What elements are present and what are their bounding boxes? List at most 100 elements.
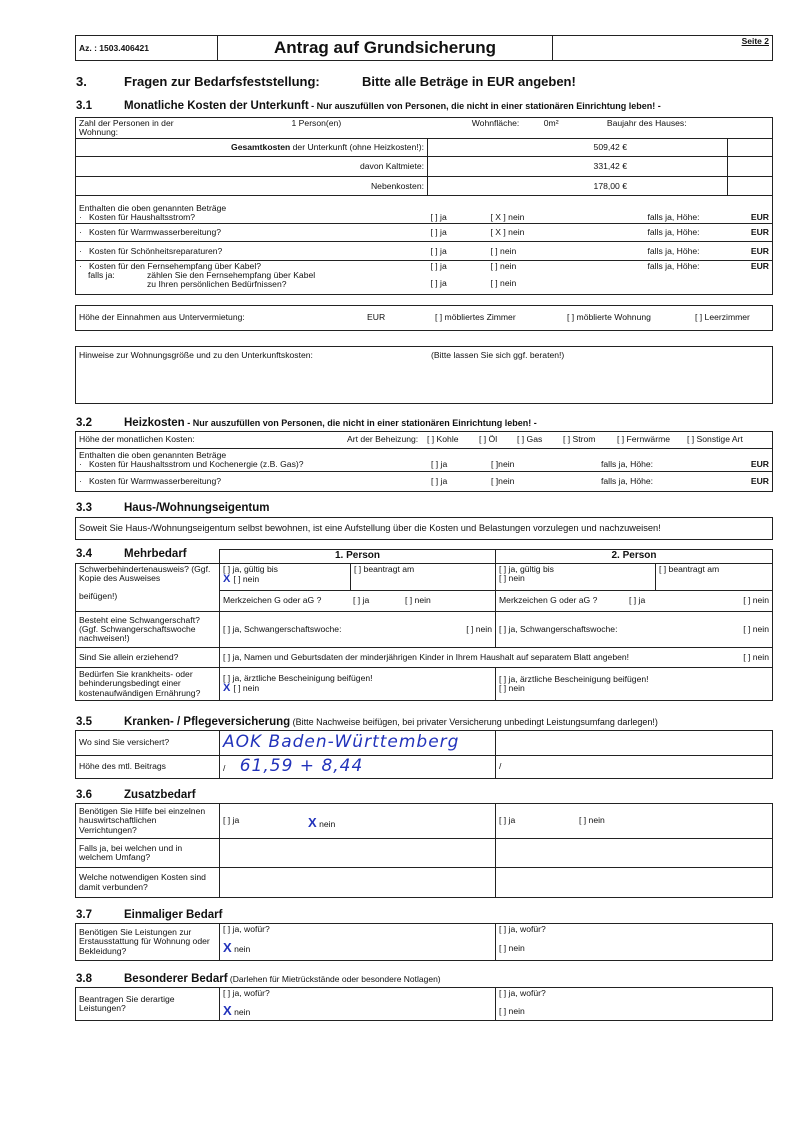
diet-ja-option[interactable]: [ ] ja, ärztliche Bescheinigung beifügen…: [223, 672, 373, 683]
heating-gas-option[interactable]: [ ] Gas: [517, 434, 543, 445]
eur-label: EUR: [727, 260, 773, 296]
total-costs-label: Gesamtkosten der Unterkunft (ohne Heizko…: [75, 138, 428, 158]
contains-label: Enthalten die oben genannten Beträge: [79, 203, 227, 213]
heating-electric-option[interactable]: [ ] Strom: [563, 434, 596, 445]
item-label: Kosten für Schönheitsreparaturen?: [89, 245, 223, 256]
no-option[interactable]: [ ] nein: [233, 574, 260, 584]
total-costs-value: 509,42 €: [427, 138, 728, 158]
help-detail-p2[interactable]: [495, 838, 773, 868]
nein-option[interactable]: [ ] nein: [499, 1006, 525, 1017]
heating-district-option[interactable]: [ ] Fernwärme: [617, 434, 671, 445]
nein-option[interactable]: [ ] nein: [466, 623, 492, 634]
fee-person-1[interactable]: / 61,59 + 8,44: [219, 755, 496, 779]
ja-option[interactable]: [ ] ja: [427, 195, 488, 225]
amount-label: falls ja, Höhe:: [567, 195, 728, 225]
ja-option[interactable]: [ ] ja: [430, 261, 447, 272]
furnished-room-option[interactable]: [ ] möbliertes Zimmer: [435, 312, 516, 323]
nein-option[interactable]: [ ] nein: [487, 241, 568, 262]
empty-room-option[interactable]: [ ] Leerzimmer: [695, 312, 750, 323]
hints-note: (Bitte lassen Sie sich ggf. beraten!): [431, 350, 565, 360]
heating-coal-option[interactable]: [ ] Kohle: [427, 434, 459, 445]
no-option[interactable]: [ ] nein: [499, 573, 525, 584]
insurer-handwritten[interactable]: AOK Baden-Württemberg: [219, 730, 496, 756]
sublet-eur: EUR: [367, 312, 386, 323]
applied-option[interactable]: [ ] beantragt am: [655, 563, 773, 591]
housing-costs-table: Zahl der Personen in der Wohnung: 1 Perso…: [75, 116, 773, 296]
form-title: Antrag auf Grundsicherung: [217, 35, 553, 61]
ja-option[interactable]: [ ] ja: [223, 815, 240, 826]
ja-option[interactable]: [ ] ja, wofür?: [499, 988, 546, 998]
nein-option[interactable]: [ ]nein: [491, 475, 515, 486]
applied-option[interactable]: [ ] beantragt am: [350, 563, 496, 591]
ja-option[interactable]: [ ] ja, wofür?: [499, 924, 546, 934]
special-needs-question: Beantragen Sie derartige Leistungen?: [75, 987, 220, 1021]
diet-question: Bedürfen Sie krankheits- oder behinderun…: [75, 667, 220, 701]
one-time-needs-table: Benötigen Sie Leistungen zur Erstausstat…: [75, 923, 773, 961]
monthly-costs-label: Höhe der monatlichen Kosten:: [79, 434, 195, 445]
disability-question: Schwerbehindertenausweis? (Ggf. Kopie de…: [75, 563, 220, 591]
no-option[interactable]: [ ] nein: [233, 682, 260, 693]
nein-option[interactable]: [ ] nein: [579, 815, 605, 826]
person-2-header: 2. Person: [495, 549, 773, 564]
cable-nein-option[interactable]: [ ] nein: [490, 278, 517, 289]
nein-option[interactable]: [ ] nein: [499, 943, 525, 954]
item-label: Kosten für den Fernsehempfang über Kabel…: [89, 261, 262, 272]
amount-label: falls ja, Höhe:: [601, 475, 654, 486]
nein-option[interactable]: [ X ] nein: [487, 195, 568, 225]
persons-value: 1 Person(en): [291, 118, 342, 128]
cold-rent-value: 331,42 €: [427, 156, 728, 178]
heating-other-option[interactable]: [ ] Sonstige Art: [687, 434, 743, 445]
person-1-header: 1. Person: [219, 549, 496, 564]
item-label: Kosten für Haushaltsstrom?: [89, 212, 196, 223]
cable-question: zählen Sie den Fernsehempfang über Kabel: [147, 270, 316, 281]
nein-option[interactable]: [ ]nein: [491, 459, 515, 469]
single-parent-ja-option[interactable]: [ ] ja, Namen und Geburtsdaten der minde…: [223, 651, 630, 662]
extra-costs-value: 178,00 €: [427, 176, 728, 197]
cable-ja-option[interactable]: [ ] ja: [430, 278, 447, 289]
section-3-1-heading: 3.1 Monatliche Kosten der Unterkunft - Nu…: [76, 100, 661, 112]
help-cost-p2[interactable]: [495, 867, 773, 898]
amount-label: falls ja, Höhe:: [567, 260, 728, 296]
eur-label: EUR: [727, 195, 773, 225]
pregnancy-week-option[interactable]: [ ] ja, Schwangerschaftswoche:: [499, 623, 618, 634]
year-label: Baujahr des Hauses:: [606, 118, 687, 128]
heating-type-label: Art der Beheizung:: [347, 434, 419, 445]
ja-option[interactable]: [ ] ja: [431, 475, 448, 486]
contains-label: Enthalten die oben genannten Beträge: [79, 449, 227, 460]
pregnancy-question: Besteht eine Schwangerschaft?: [79, 614, 200, 625]
ja-option[interactable]: [ ] ja: [353, 595, 370, 606]
diet-ja-option[interactable]: [ ] ja, ärztliche Bescheinigung beifügen…: [499, 673, 649, 684]
nein-option[interactable]: [ ] nein: [743, 651, 769, 662]
heating-oil-option[interactable]: [ ] Öl: [479, 434, 498, 445]
handwritten-check-mark: X: [223, 1003, 232, 1019]
pregnancy-week-option[interactable]: [ ] ja, Schwangerschaftswoche:: [223, 623, 342, 634]
help-cost-p1[interactable]: [219, 867, 496, 898]
property-text: Soweit Sie Haus-/Wohnungseigentum selbst…: [75, 517, 773, 540]
ja-option[interactable]: [ ] ja, wofür?: [223, 988, 270, 998]
help-question: Benötigen Sie Hilfe bei einzelnen hauswi…: [75, 803, 220, 839]
nein-checked-option[interactable]: X nein: [223, 1003, 251, 1019]
cable-if-label: falls ja:: [88, 270, 115, 281]
nein-option[interactable]: [ ] nein: [490, 261, 517, 272]
ja-option[interactable]: [ ] ja: [499, 815, 516, 826]
help-detail-p1[interactable]: [219, 838, 496, 868]
nein-option[interactable]: [ X ] nein: [487, 223, 568, 243]
insurer-person-2[interactable]: [495, 730, 773, 756]
nein-option[interactable]: [ ] nein: [405, 595, 431, 606]
amount-label: falls ja, Höhe:: [567, 223, 728, 243]
nein-option[interactable]: [ ] nein: [743, 623, 769, 634]
no-option[interactable]: [ ] nein: [499, 683, 525, 693]
ja-option[interactable]: [ ] ja: [427, 223, 488, 243]
fee-person-2[interactable]: /: [495, 755, 773, 779]
furnished-flat-option[interactable]: [ ] möblierte Wohnung: [567, 312, 651, 323]
ja-option[interactable]: [ ] ja, wofür?: [223, 924, 270, 934]
special-needs-table: Beantragen Sie derartige Leistungen? [ ]…: [75, 987, 773, 1021]
nein-option[interactable]: [ ] nein: [743, 595, 769, 606]
ja-option[interactable]: [ ] ja: [431, 459, 448, 469]
nein-checked-option[interactable]: X nein: [223, 940, 251, 956]
valid-until-option[interactable]: [ ] ja, gültig bis: [499, 564, 554, 574]
nein-checked-option[interactable]: X nein: [308, 815, 336, 831]
ja-option[interactable]: [ ] ja: [629, 595, 646, 606]
valid-until-option[interactable]: [ ] ja, gültig bis: [223, 564, 278, 574]
ja-option[interactable]: [ ] ja: [427, 241, 488, 262]
